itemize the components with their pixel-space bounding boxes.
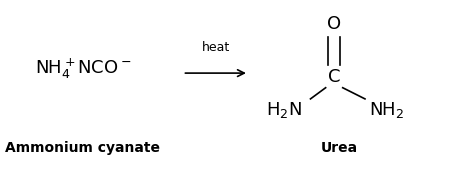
- Text: H$_2$N: H$_2$N: [266, 100, 302, 120]
- Text: Ammonium cyanate: Ammonium cyanate: [5, 141, 161, 155]
- Text: NH$_2$: NH$_2$: [369, 100, 404, 120]
- Text: heat: heat: [201, 41, 230, 54]
- Text: NH$_4^+$NCO$^-$: NH$_4^+$NCO$^-$: [35, 57, 131, 81]
- Text: C: C: [328, 68, 340, 85]
- Text: Urea: Urea: [320, 141, 357, 155]
- Text: O: O: [327, 15, 341, 33]
